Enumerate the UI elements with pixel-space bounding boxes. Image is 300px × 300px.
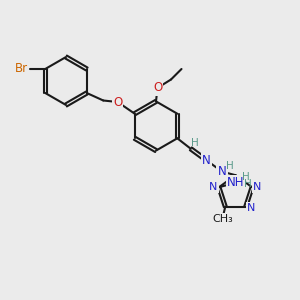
Text: H: H: [226, 161, 233, 171]
Text: N: N: [253, 182, 262, 192]
Text: N: N: [247, 203, 255, 213]
Text: N: N: [202, 154, 211, 167]
Text: H: H: [244, 179, 252, 189]
Text: NH: NH: [227, 176, 244, 189]
Text: H: H: [190, 138, 198, 148]
Text: CH₃: CH₃: [212, 214, 233, 224]
Text: O: O: [113, 95, 122, 109]
Text: Br: Br: [15, 62, 28, 76]
Text: O: O: [153, 81, 162, 94]
Text: N: N: [218, 165, 226, 178]
Text: N: N: [209, 182, 218, 192]
Text: H: H: [242, 172, 250, 182]
